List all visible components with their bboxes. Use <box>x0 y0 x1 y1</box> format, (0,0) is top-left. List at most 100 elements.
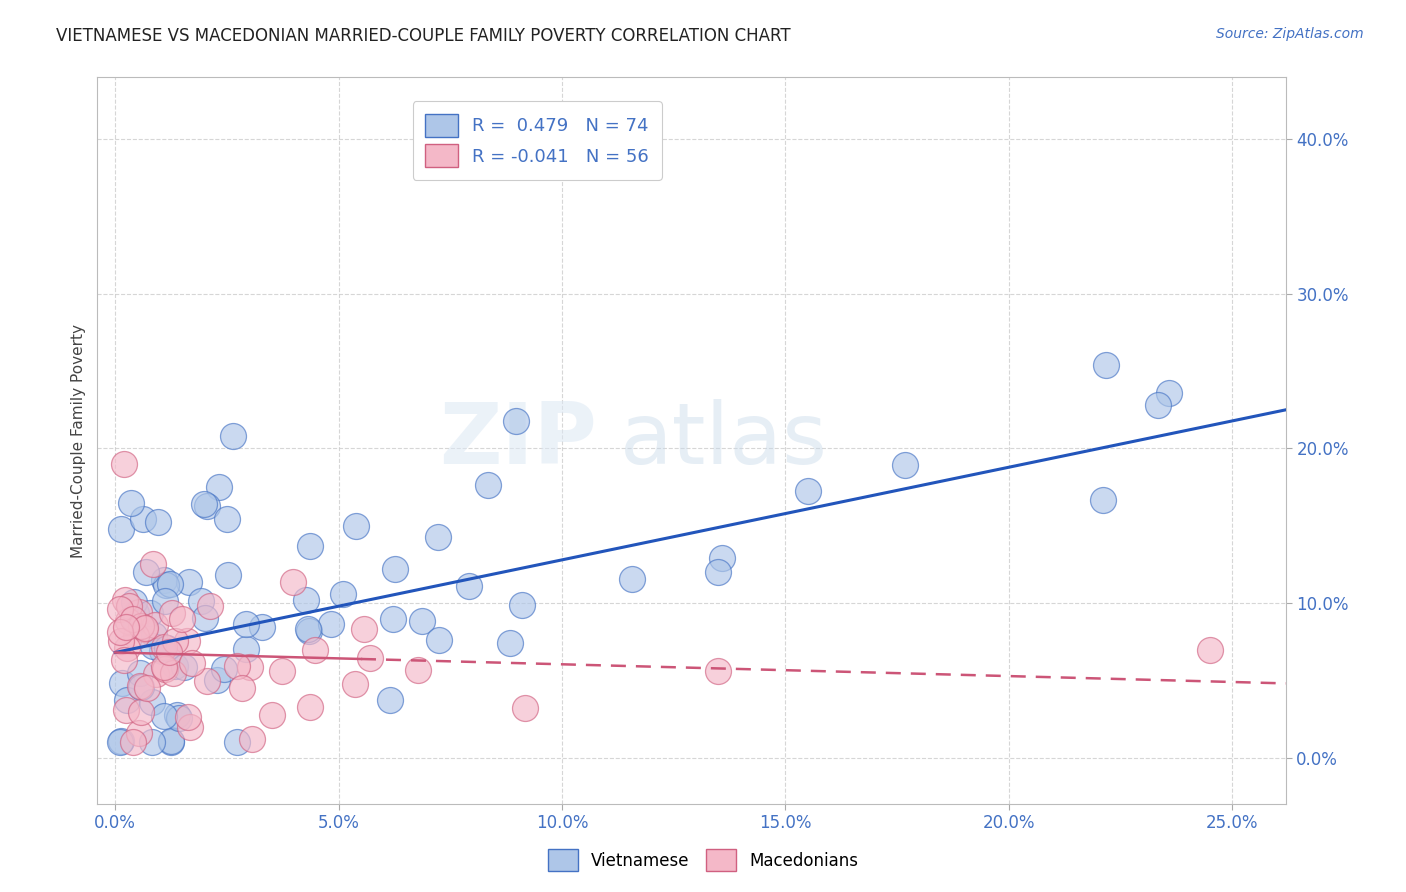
Point <box>122 612 145 626</box>
Point <box>142 639 165 653</box>
Point <box>194 611 217 625</box>
Point <box>173 660 195 674</box>
Point <box>156 641 179 656</box>
Point <box>159 645 181 659</box>
Point <box>110 522 132 536</box>
Point <box>297 622 319 636</box>
Point <box>108 625 131 640</box>
Point <box>128 726 150 740</box>
Point <box>163 658 186 673</box>
Point <box>136 681 159 696</box>
Point <box>150 644 173 658</box>
Point <box>125 606 148 620</box>
Point <box>1147 399 1170 413</box>
Point <box>152 709 174 723</box>
Point <box>160 607 183 621</box>
Point <box>1095 358 1118 372</box>
Point <box>513 701 536 715</box>
Point <box>242 731 264 746</box>
Point <box>155 578 177 592</box>
Point <box>115 703 138 717</box>
Point <box>1199 643 1222 657</box>
Text: VIETNAMESE VS MACEDONIAN MARRIED-COUPLE FAMILY POVERTY CORRELATION CHART: VIETNAMESE VS MACEDONIAN MARRIED-COUPLE … <box>56 27 790 45</box>
Text: ZIP: ZIP <box>439 400 596 483</box>
Point <box>124 613 146 627</box>
Point <box>235 616 257 631</box>
Point <box>181 656 204 670</box>
Point <box>384 562 406 576</box>
Y-axis label: Married-Couple Family Poverty: Married-Couple Family Poverty <box>72 324 86 558</box>
Point <box>153 594 176 608</box>
Point <box>281 574 304 589</box>
Point <box>121 735 143 749</box>
Point <box>142 628 165 642</box>
Point <box>190 594 212 608</box>
Point <box>271 664 294 678</box>
Point <box>160 735 183 749</box>
Point <box>129 665 152 680</box>
Point <box>124 629 146 643</box>
Point <box>319 617 342 632</box>
Point <box>120 496 142 510</box>
Point <box>359 651 381 665</box>
Point <box>707 664 730 678</box>
Point <box>160 734 183 748</box>
Point <box>117 614 139 628</box>
Point <box>294 592 316 607</box>
Point <box>179 720 201 734</box>
Point <box>195 673 218 688</box>
Point <box>118 599 141 613</box>
Point <box>344 676 367 690</box>
Point <box>115 620 138 634</box>
Point <box>143 617 166 632</box>
Point <box>378 693 401 707</box>
Point <box>112 653 135 667</box>
Point <box>458 578 481 592</box>
Point <box>141 695 163 709</box>
Point <box>139 607 162 621</box>
Point <box>135 566 157 580</box>
Point <box>110 675 132 690</box>
Point <box>620 572 643 586</box>
Point <box>477 478 499 492</box>
Point <box>505 414 527 428</box>
Point <box>145 667 167 681</box>
Point <box>134 621 156 635</box>
Point <box>142 557 165 571</box>
Point <box>1091 493 1114 508</box>
Point <box>260 707 283 722</box>
Point <box>134 622 156 636</box>
Point <box>141 735 163 749</box>
Point <box>411 615 433 629</box>
Point <box>162 666 184 681</box>
Point <box>129 679 152 693</box>
Point <box>217 567 239 582</box>
Point <box>159 576 181 591</box>
Point <box>129 706 152 720</box>
Point <box>344 519 367 533</box>
Point <box>427 530 450 544</box>
Point <box>152 659 174 673</box>
Point <box>112 457 135 471</box>
Point <box>353 623 375 637</box>
Point <box>115 693 138 707</box>
Point <box>231 681 253 695</box>
Point <box>129 618 152 632</box>
Point <box>152 640 174 655</box>
Point <box>165 634 187 648</box>
Point <box>177 710 200 724</box>
Point <box>215 512 238 526</box>
Point <box>115 640 138 655</box>
Point <box>212 662 235 676</box>
Point <box>146 516 169 530</box>
Point <box>382 612 405 626</box>
Point <box>298 699 321 714</box>
Point <box>198 599 221 613</box>
Point <box>427 633 450 648</box>
Point <box>122 595 145 609</box>
Point <box>108 735 131 749</box>
Point <box>152 573 174 587</box>
Legend: Vietnamese, Macedonians: Vietnamese, Macedonians <box>540 841 866 880</box>
Point <box>131 512 153 526</box>
Point <box>166 708 188 723</box>
